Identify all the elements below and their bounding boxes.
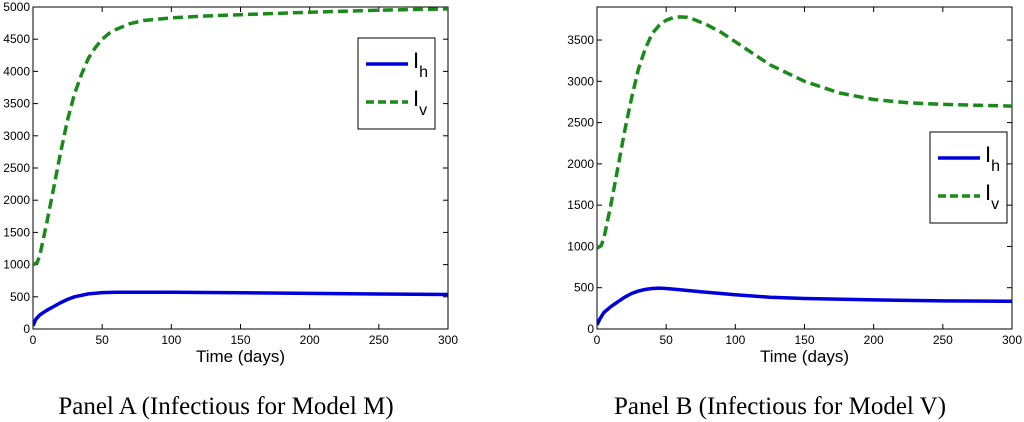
x-axis-label: Time (days) — [196, 347, 285, 366]
x-axis-label: Time (days) — [760, 347, 849, 366]
y-tick-label: 4000 — [3, 64, 30, 78]
x-tick-label: 200 — [300, 333, 320, 347]
legend-box — [357, 37, 436, 130]
y-tick-label: 2500 — [567, 116, 594, 130]
x-tick-label: 300 — [1002, 333, 1022, 347]
y-tick-label: 500 — [10, 290, 30, 304]
caption-a: Panel A (Infectious for Model M) — [58, 393, 394, 420]
y-tick-label: 1000 — [567, 239, 594, 253]
y-tick-label: 1500 — [3, 225, 30, 239]
x-tick-label: 150 — [794, 333, 814, 347]
y-tick-label: 0 — [23, 322, 30, 336]
x-tick-label: 150 — [230, 333, 250, 347]
y-tick-label: 5000 — [3, 0, 30, 14]
y-tick-label: 1500 — [567, 198, 594, 212]
y-tick-label: 3500 — [567, 33, 594, 47]
panel-b: 0 50 100 150 200 250 300 0 500 1000 1500 2000 2500 30… — [512, 0, 1024, 421]
y-tick-label: 2000 — [567, 157, 594, 171]
series-line-h — [33, 290, 448, 327]
caption-b: Panel B (Infectious for Model V) — [613, 393, 947, 420]
x-tick-label: 0 — [594, 333, 601, 347]
y-tick-label: 2500 — [3, 161, 30, 175]
series-line-v — [597, 15, 1012, 250]
x-tick-label: 0 — [30, 333, 37, 347]
x-tick-label: 250 — [369, 333, 389, 347]
series-line-v — [33, 7, 448, 267]
chart-a: 0 50 100 150 200 250 3000500100015002000250030… — [3, 0, 458, 366]
y-tick-label: 4500 — [3, 32, 30, 46]
y-tick-label: 3000 — [567, 74, 594, 88]
x-tick-label: 50 — [95, 333, 109, 347]
x-tick-label: 100 — [161, 333, 181, 347]
y-tick-label: 3500 — [3, 97, 30, 111]
x-tick-label: 300 — [438, 333, 458, 347]
x-tick-label: 250 — [933, 333, 953, 347]
y-tick-label: 3000 — [3, 129, 30, 143]
legend-box — [929, 131, 1008, 224]
panel-a: 0 50 100 150 200 250 300 0 500 1000 1500 2000 2500 30… — [0, 0, 512, 421]
y-tick-label: 500 — [574, 281, 594, 295]
y-tick-label: 2000 — [3, 193, 30, 207]
series-line-h — [597, 286, 1012, 326]
x-tick-label: 100 — [725, 333, 745, 347]
x-tick-label: 50 — [659, 333, 673, 347]
x-tick-label: 200 — [864, 333, 884, 347]
y-tick-label: 0 — [587, 322, 594, 336]
y-tick-label: 1000 — [3, 258, 30, 272]
chart-b: 0 50 100 150 200 250 3000500100015002000250030… — [567, 6, 1022, 366]
